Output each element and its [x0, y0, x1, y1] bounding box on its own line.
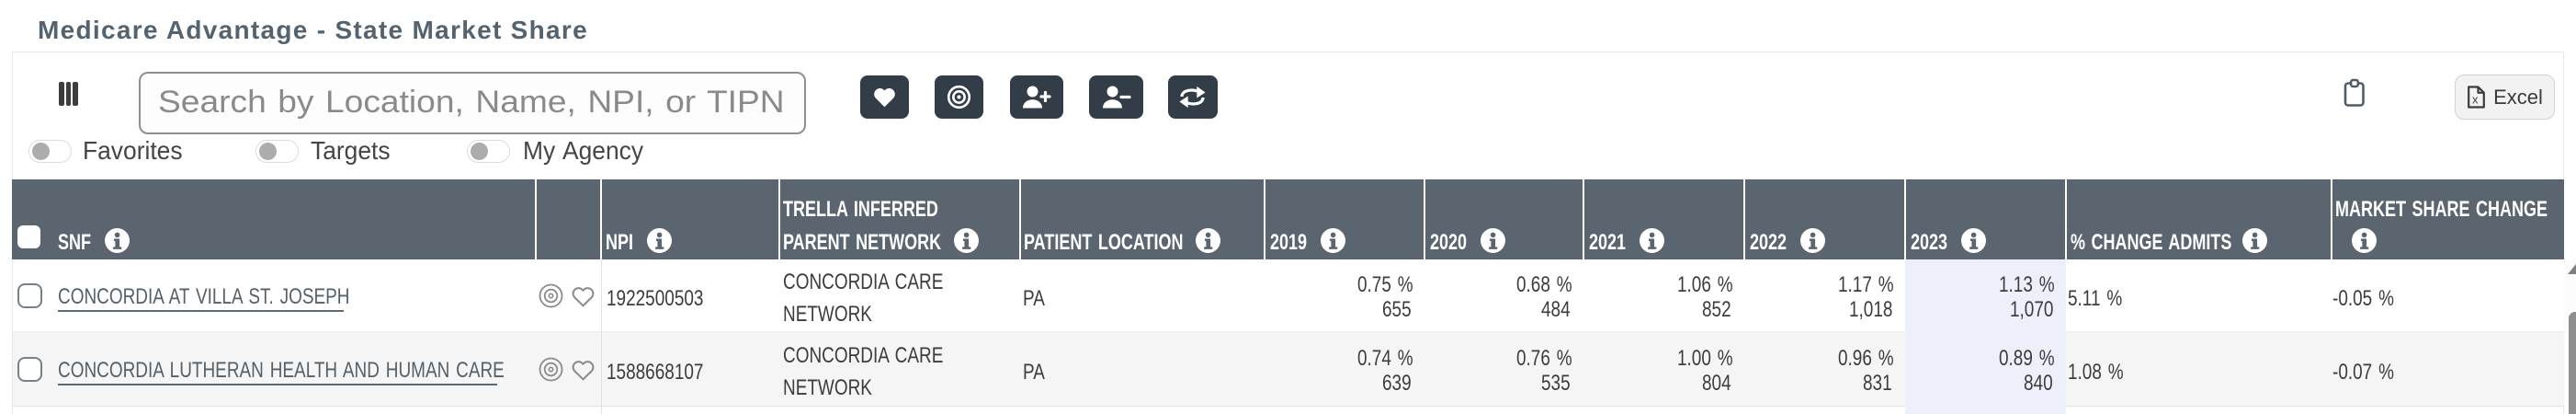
svg-text:x: x: [2472, 93, 2479, 107]
